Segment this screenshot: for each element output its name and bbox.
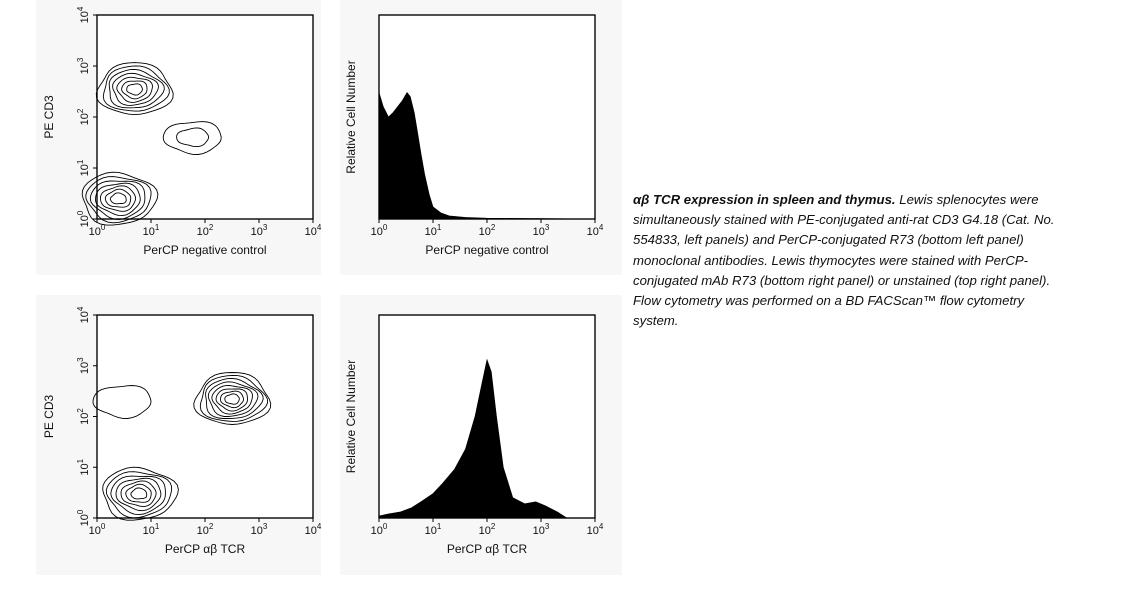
contour-line (102, 466, 179, 521)
chart-panel-top-right: 100 101 102 103 104 PerCP negative control Rel… (340, 0, 622, 275)
contour-line (176, 127, 210, 148)
contour-line (220, 390, 244, 409)
x-tick-label: 102 (479, 522, 496, 537)
contour-line (224, 393, 240, 405)
y-tick-label: 103 (76, 357, 91, 374)
contour-line (81, 171, 159, 226)
plot-frame (96, 314, 314, 519)
contour-line (109, 192, 127, 205)
contour-line (199, 374, 268, 422)
y-tick-label: 104 (76, 306, 91, 323)
contour-line (215, 388, 248, 412)
plot-frame-top (378, 314, 596, 519)
x-tick-label: 101 (425, 522, 442, 537)
contour-line (130, 487, 148, 500)
x-tick-label: 100 (89, 522, 106, 537)
y-tick-label: 104 (76, 6, 91, 23)
contour-line (126, 83, 143, 96)
y-axis-label: PE CD3 (42, 395, 56, 439)
plot-frame-top (96, 14, 314, 220)
contour-line (207, 381, 259, 417)
contour-line (120, 480, 157, 507)
x-tick-label: 104 (305, 522, 322, 537)
caption-bold: αβ TCR expression in spleen and thymus. (633, 192, 896, 207)
chart-panel-bottom-left: 100 101 102 103 104 PerCP αβ TCR PE CD3 100 101 1… (36, 295, 322, 575)
x-axis-label: PerCP αβ TCR (165, 542, 246, 556)
y-tick-label: 100 (76, 210, 91, 227)
contour-line (110, 475, 166, 516)
chart-svg-top-left: 100 101 102 103 104 PerCP negative control PE … (42, 6, 322, 257)
contour-group (92, 372, 272, 521)
plot-frame-top (378, 14, 596, 220)
plot-frame-top (96, 314, 314, 519)
y-axis-label: PE CD3 (42, 95, 56, 139)
y-tick-label: 101 (76, 458, 91, 475)
contour-line (115, 477, 162, 512)
contour-line (100, 185, 137, 212)
contour-line (125, 483, 152, 503)
x-axis-label: PerCP negative control (143, 243, 266, 257)
y-tick-label: 102 (76, 408, 91, 425)
x-tick-label: 102 (197, 522, 214, 537)
y-axis-label: Relative Cell Number (344, 360, 358, 473)
x-tick-label: 103 (251, 223, 268, 238)
chart-panel-bottom-right: 100 101 102 103 104 PerCP αβ TCR Relative Cell… (340, 295, 622, 575)
contour-line (104, 188, 132, 208)
x-tick-label: 101 (143, 522, 160, 537)
x-tick-label: 100 (371, 223, 388, 238)
contour-group (81, 62, 222, 226)
y-axis-label: Relative Cell Number (344, 60, 358, 173)
chart-svg-bottom-right: 100 101 102 103 104 PerCP αβ TCR Relative Cell… (344, 314, 604, 556)
contour-line (162, 121, 222, 155)
x-tick-label: 103 (251, 522, 268, 537)
contour-line (193, 372, 272, 425)
contour-line (92, 385, 152, 419)
x-tick-label: 104 (587, 223, 604, 238)
y-tick-label: 102 (76, 108, 91, 125)
x-tick-label: 102 (479, 223, 496, 238)
chart-svg-top-right: 100 101 102 103 104 PerCP negative control Rel… (344, 14, 604, 257)
contour-line (89, 180, 146, 221)
contour-line (95, 62, 174, 116)
contour-line (116, 76, 153, 103)
x-axis-label: PerCP negative control (425, 243, 548, 257)
x-tick-label: 102 (197, 223, 214, 238)
contour-line (85, 176, 152, 224)
y-tick-label: 103 (76, 57, 91, 74)
x-tick-label: 100 (89, 223, 106, 238)
contour-line (211, 385, 253, 415)
histogram-area (378, 91, 596, 220)
contour-line (205, 377, 264, 419)
contour-line (108, 68, 165, 109)
histogram-area (378, 358, 595, 519)
chart-svg-bottom-left: 100 101 102 103 104 PerCP αβ TCR PE CD3 100 101 1… (42, 306, 322, 556)
contour-line (95, 182, 141, 217)
y-tick-label: 100 (76, 509, 91, 526)
x-tick-label: 104 (587, 522, 604, 537)
caption-text: Lewis splenocytes were simultaneously st… (633, 192, 1055, 329)
x-tick-label: 103 (533, 223, 550, 238)
contour-line (121, 80, 148, 100)
contour-line (105, 471, 173, 519)
x-tick-label: 101 (143, 223, 160, 238)
x-tick-label: 100 (371, 522, 388, 537)
chart-panel-top-left: 100 101 102 103 104 PerCP negative control PE … (36, 0, 322, 275)
contour-line (112, 72, 159, 106)
figure-caption: αβ TCR expression in spleen and thymus. … (633, 190, 1073, 331)
contour-line (102, 65, 170, 112)
x-tick-label: 103 (533, 522, 550, 537)
x-tick-label: 104 (305, 223, 322, 238)
x-tick-label: 101 (425, 223, 442, 238)
y-tick-label: 101 (76, 159, 91, 176)
x-axis-label: PerCP αβ TCR (447, 542, 528, 556)
